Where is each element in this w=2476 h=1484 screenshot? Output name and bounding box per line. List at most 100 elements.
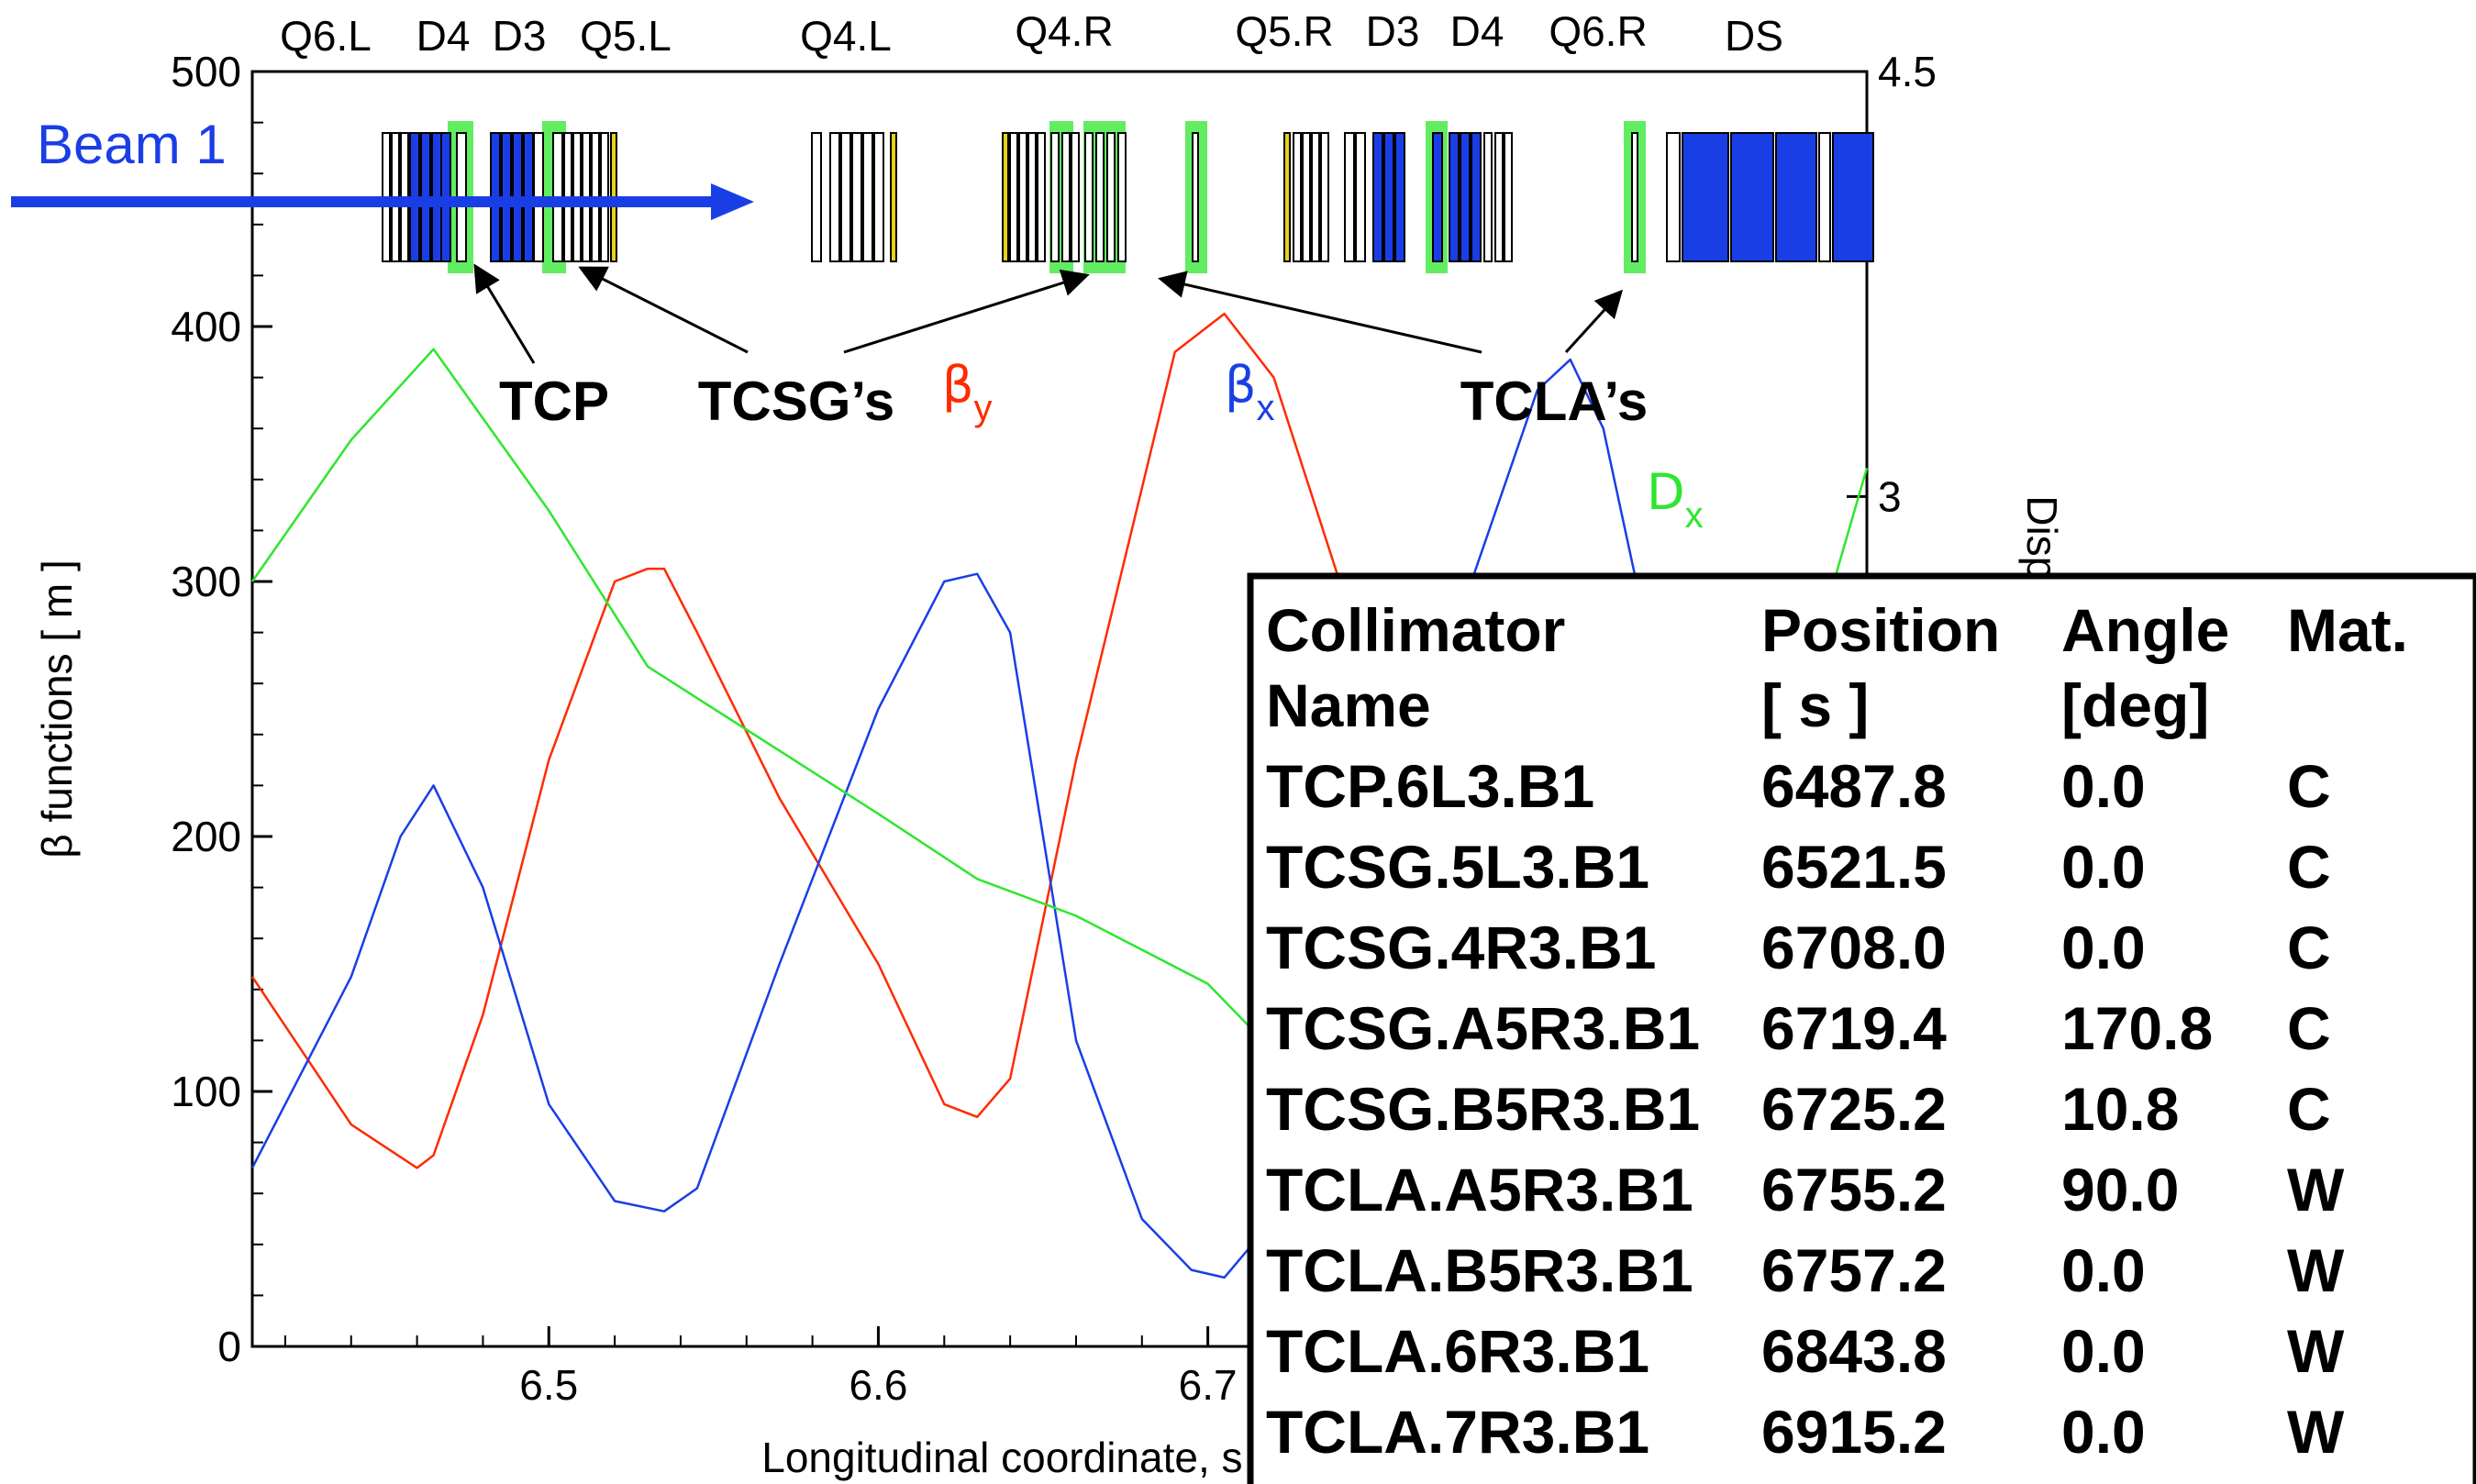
dipole-element — [1449, 132, 1460, 262]
top-label-ds: DS — [1725, 12, 1783, 60]
quad-element — [1106, 132, 1116, 262]
table-cell: TCLA.A5R3.B1 — [1266, 1156, 1693, 1224]
top-label-q6r: Q6.R — [1549, 7, 1647, 55]
table-cell: TCSG.4R3.B1 — [1266, 914, 1656, 981]
quad-element — [811, 132, 822, 262]
by-sub: y — [973, 388, 992, 428]
table-cell: 6708.0 — [1761, 914, 1947, 981]
table-cell: TCSG.B5R3.B1 — [1266, 1075, 1700, 1143]
tcsg-pointer-left — [578, 266, 749, 354]
table-cell: 10.8 — [2061, 1075, 2179, 1143]
table-header: Collimator — [1266, 596, 1565, 664]
top-label-d3-right: D3 — [1366, 7, 1420, 55]
bx-sub: x — [1256, 388, 1274, 428]
beam-label: Beam 1 — [37, 114, 227, 175]
table-cell: 0.0 — [2061, 1317, 2146, 1385]
quad-element — [1084, 132, 1094, 262]
quad-element — [862, 132, 873, 262]
by-greek: β — [942, 356, 973, 414]
y-tick-label: 200 — [171, 813, 241, 860]
series-line-βy — [250, 312, 1506, 1169]
table-header: Position — [1761, 596, 2000, 664]
quad-element — [1293, 132, 1302, 262]
quad-element — [829, 132, 840, 262]
bx-series-label: βx — [1225, 356, 1274, 428]
table-cell: W — [2287, 1317, 2345, 1385]
quad-element — [1504, 132, 1513, 262]
dx-series-label: Dx — [1647, 463, 1704, 536]
table-cell: 6915.2 — [1761, 1398, 1947, 1466]
quad-element — [1037, 132, 1046, 262]
y2-tick-label: 4.5 — [1878, 48, 1937, 95]
quad-element — [873, 132, 884, 262]
corrector-element — [1002, 132, 1009, 262]
table-cell: C — [2287, 833, 2331, 901]
table-cell: 0.0 — [2061, 914, 2146, 981]
dipole-element — [1394, 132, 1405, 262]
quad-element — [1818, 132, 1831, 262]
dx-sub: x — [1685, 495, 1704, 536]
y-tick-label: 0 — [217, 1323, 241, 1370]
beam-arrowhead — [711, 183, 754, 220]
y2-tick-label: 3 — [1878, 472, 1902, 520]
table-cell: 6719.4 — [1761, 994, 1947, 1062]
table-cell: 0.0 — [2061, 1236, 2146, 1304]
tcsg-pointer-right — [843, 269, 1090, 354]
top-label-q5l: Q5.L — [580, 12, 672, 60]
x-tick-label: 6.5 — [519, 1361, 578, 1409]
top-label-d4-right: D4 — [1450, 7, 1504, 55]
table-cell: 170.8 — [2061, 994, 2213, 1062]
table-cell: C — [2287, 752, 2331, 820]
y-tick-label: 400 — [171, 303, 241, 350]
quad-element — [1018, 132, 1027, 262]
quad-element — [1061, 132, 1071, 262]
bx-greek: β — [1225, 356, 1256, 414]
table-header-unit: Name — [1266, 671, 1431, 739]
table-header: Angle — [2061, 596, 2229, 664]
table-header-unit: [ s ] — [1761, 671, 1869, 739]
table-cell: 0.0 — [2061, 833, 2146, 901]
y-tick-label: 300 — [171, 558, 241, 605]
dx-letter: D — [1647, 463, 1685, 521]
table-cell: TCLA.6R3.B1 — [1266, 1317, 1649, 1385]
quad-element — [1050, 132, 1060, 262]
quad-element — [1494, 132, 1504, 262]
quad-element — [1320, 132, 1329, 262]
tcsg-label: TCSG’s — [698, 371, 894, 432]
table-cell: TCSG.A5R3.B1 — [1266, 994, 1700, 1062]
table-cell: 6757.2 — [1761, 1236, 1947, 1304]
table-cell: TCP.6L3.B1 — [1266, 752, 1594, 820]
quad-element — [1117, 132, 1127, 262]
dipole-element — [1730, 132, 1774, 262]
top-label-d3-left: D3 — [493, 12, 547, 60]
tcp-pointer — [473, 263, 536, 364]
dipole-element — [1775, 132, 1817, 262]
table-header: Mat. — [2287, 596, 2408, 664]
top-label-q6l: Q6.L — [280, 12, 372, 60]
dipole-element — [1682, 132, 1729, 262]
quad-element — [1027, 132, 1037, 262]
table-cell: C — [2287, 914, 2331, 981]
top-label-d4-left: D4 — [416, 12, 471, 60]
tcp-label: TCP — [499, 371, 609, 432]
table-cell: TCLA.B5R3.B1 — [1266, 1236, 1693, 1304]
quad-element — [1095, 132, 1105, 262]
quad-element — [1483, 132, 1493, 262]
table-cell: TCLA.7R3.B1 — [1266, 1398, 1649, 1466]
table-cell: C — [2287, 1075, 2331, 1143]
table-cell: W — [2287, 1398, 2345, 1466]
top-label-q4r: Q4.R — [1015, 7, 1113, 55]
dipole-element — [1832, 132, 1874, 262]
quad-element — [1071, 132, 1080, 262]
quad-element — [1631, 132, 1638, 262]
tcla-pointer-right — [1564, 289, 1624, 354]
dipole-element — [1460, 132, 1471, 262]
x-tick-label: 6.6 — [849, 1361, 907, 1409]
table-box — [1247, 572, 2476, 1484]
top-label-q5r: Q5.R — [1235, 7, 1333, 55]
table-cell: 90.0 — [2061, 1156, 2179, 1224]
tcla-pointer-left — [1158, 271, 1482, 354]
quad-element — [1302, 132, 1311, 262]
quad-element — [1192, 132, 1199, 262]
top-label-q4l: Q4.L — [800, 12, 892, 60]
